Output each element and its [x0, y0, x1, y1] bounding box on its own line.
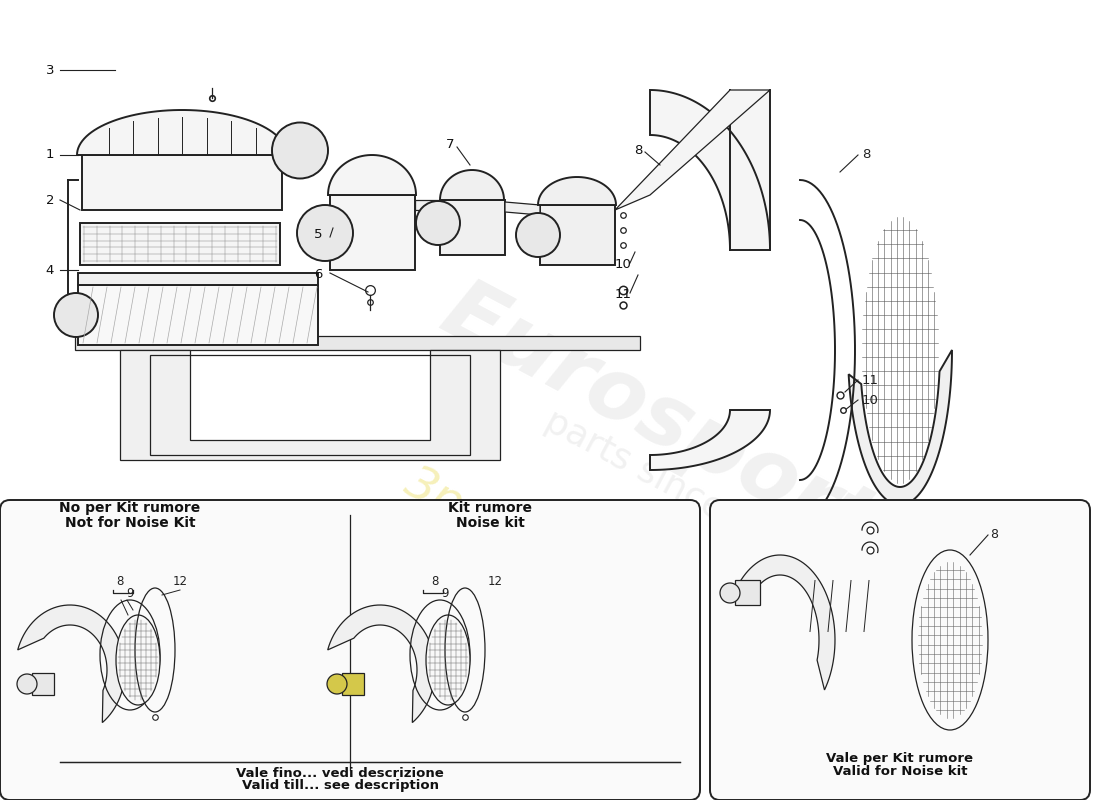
Text: 3passion: 3passion [397, 461, 604, 599]
Text: No per Kit rumore: No per Kit rumore [59, 501, 200, 515]
Bar [440, 200, 505, 255]
Text: 7: 7 [446, 138, 454, 151]
Polygon shape [440, 170, 504, 200]
Text: 6: 6 [314, 269, 322, 282]
Text: 8: 8 [117, 575, 123, 588]
Bar [150, 355, 470, 455]
Polygon shape [736, 555, 835, 690]
Bar [342, 673, 364, 695]
Polygon shape [328, 155, 416, 195]
Polygon shape [615, 90, 770, 210]
Text: 8: 8 [862, 149, 870, 162]
Text: Vale fino... vedi descrizione: Vale fino... vedi descrizione [236, 767, 444, 780]
Text: 3: 3 [46, 63, 54, 77]
Text: 9: 9 [441, 587, 449, 600]
Ellipse shape [426, 615, 470, 705]
Bar [78, 273, 318, 285]
Text: Kit rumore: Kit rumore [448, 501, 532, 515]
Text: 8: 8 [634, 143, 642, 157]
Text: 10: 10 [862, 394, 879, 406]
Ellipse shape [272, 122, 328, 178]
Ellipse shape [416, 201, 460, 245]
Ellipse shape [54, 293, 98, 337]
Text: 10: 10 [615, 258, 631, 271]
Text: 12: 12 [487, 575, 503, 588]
Polygon shape [505, 202, 540, 215]
Ellipse shape [327, 674, 346, 694]
Text: 8: 8 [990, 529, 998, 542]
Text: parts since 1985: parts since 1985 [539, 404, 821, 576]
Polygon shape [120, 350, 500, 460]
Bar [80, 223, 280, 265]
Ellipse shape [116, 615, 160, 705]
Text: Valid for Noise kit: Valid for Noise kit [833, 765, 967, 778]
Text: 11: 11 [615, 289, 631, 302]
Polygon shape [650, 410, 770, 470]
Polygon shape [650, 90, 770, 250]
Text: 4: 4 [46, 263, 54, 277]
Text: 9: 9 [126, 587, 134, 600]
Bar [540, 205, 615, 265]
FancyBboxPatch shape [710, 500, 1090, 800]
Text: Not for Noise Kit: Not for Noise Kit [65, 516, 196, 530]
Bar [330, 195, 415, 270]
Text: 12: 12 [173, 575, 187, 588]
Bar [32, 673, 54, 695]
Polygon shape [870, 720, 1010, 775]
Ellipse shape [720, 583, 740, 603]
Ellipse shape [516, 213, 560, 257]
Text: 2: 2 [46, 194, 54, 206]
Ellipse shape [297, 205, 353, 261]
Text: 1: 1 [46, 149, 54, 162]
FancyBboxPatch shape [0, 500, 700, 800]
Bar [735, 580, 760, 605]
Bar [78, 285, 318, 345]
Ellipse shape [16, 674, 37, 694]
Polygon shape [730, 90, 770, 250]
Polygon shape [538, 177, 616, 205]
Polygon shape [848, 350, 952, 505]
Text: Valid till... see description: Valid till... see description [242, 779, 439, 792]
Polygon shape [75, 336, 640, 350]
Text: Eurosports: Eurosports [427, 270, 933, 590]
Text: Vale per Kit rumore: Vale per Kit rumore [826, 752, 974, 765]
Polygon shape [328, 605, 435, 722]
Polygon shape [18, 605, 125, 722]
Bar [82, 155, 282, 210]
Text: 5: 5 [314, 229, 322, 242]
Text: 8: 8 [431, 575, 439, 588]
Polygon shape [77, 110, 287, 155]
Polygon shape [415, 200, 440, 210]
Text: 11: 11 [862, 374, 879, 386]
Text: Noise kit: Noise kit [455, 516, 525, 530]
